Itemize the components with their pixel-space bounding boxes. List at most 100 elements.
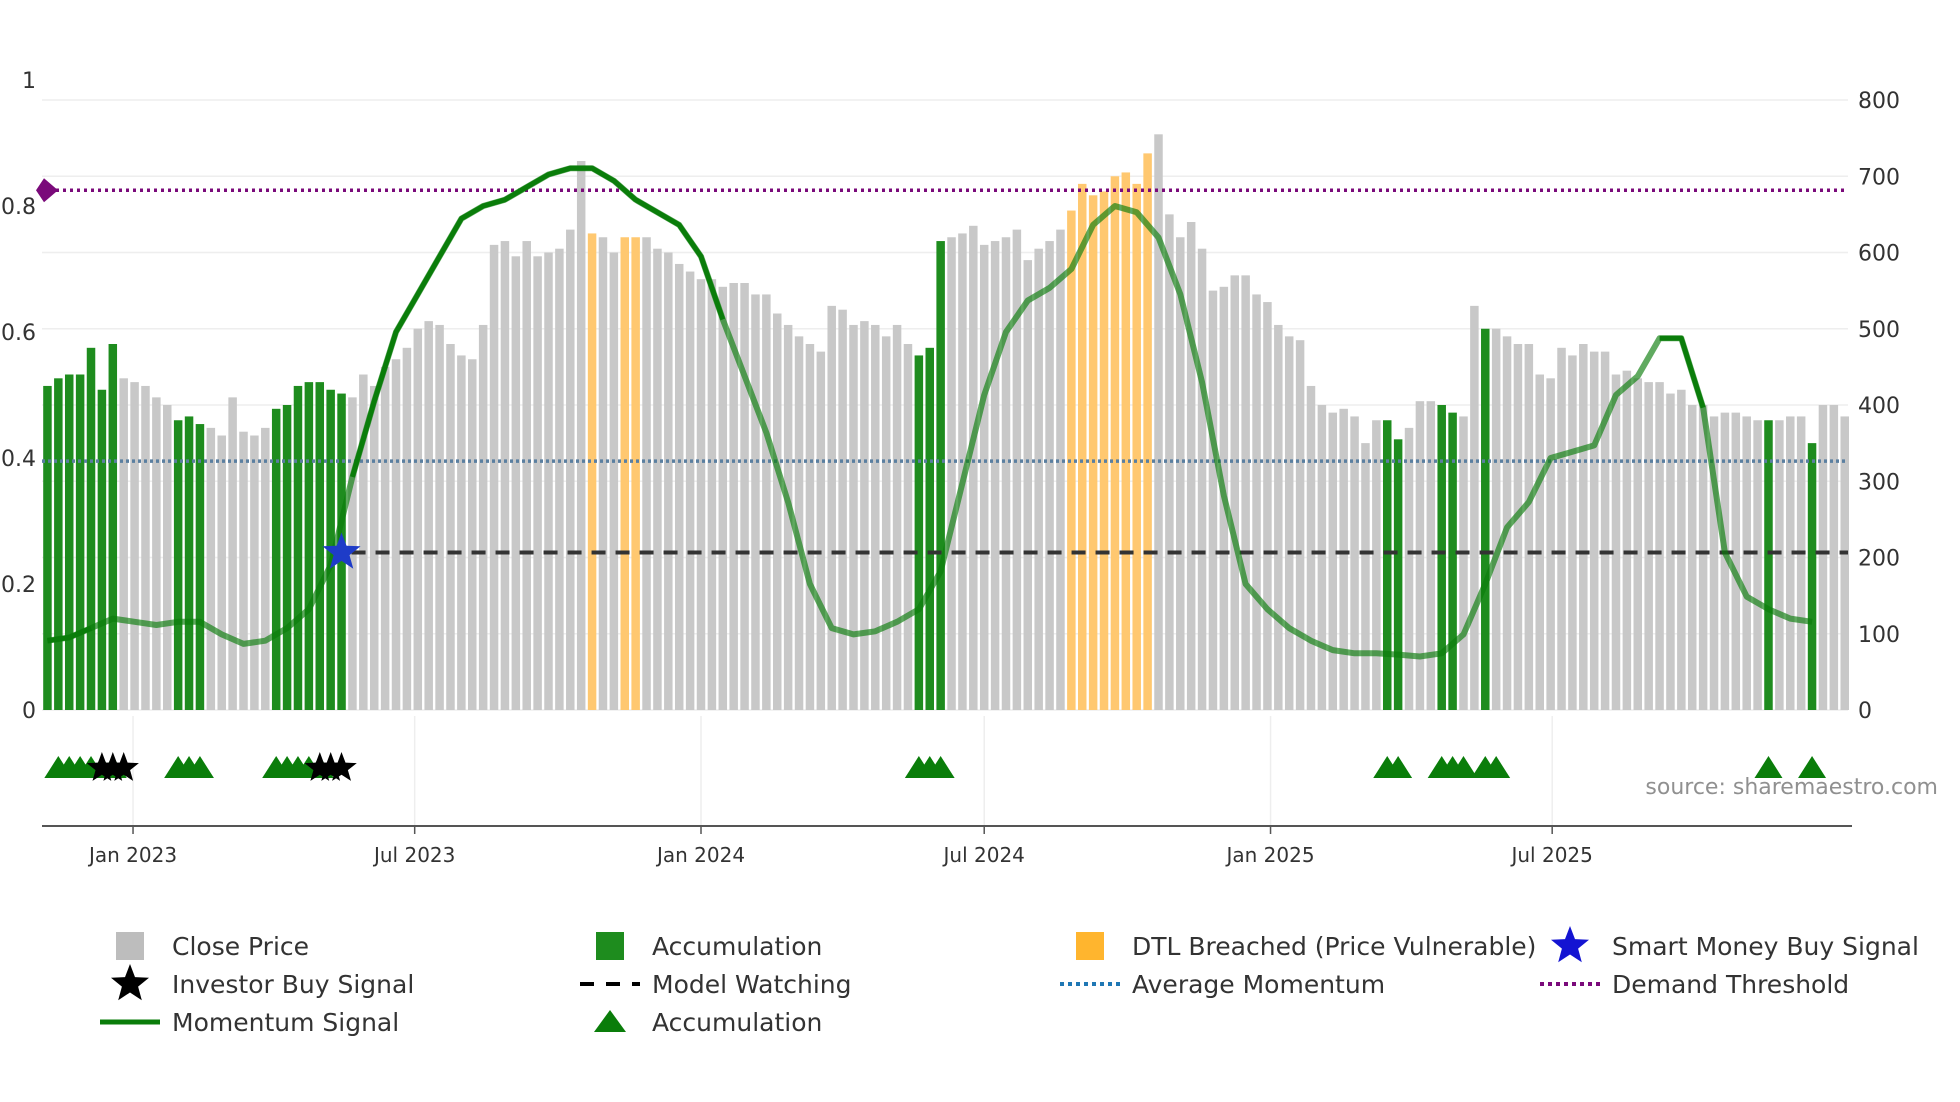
close-price-bar (1012, 229, 1022, 710)
close-price-bar (1001, 237, 1011, 710)
close-price-bar (783, 324, 793, 710)
accumulation-bar (184, 416, 194, 710)
close-price-bar (1524, 344, 1534, 710)
close-price-bar (1698, 405, 1708, 710)
close-price-bar (544, 252, 553, 710)
accumulation-bar (43, 385, 52, 710)
close-price-bar (773, 313, 782, 710)
close-price-bar (522, 241, 531, 710)
close-price-bar (1034, 248, 1043, 710)
accumulation-bar (86, 347, 96, 710)
momentum-line-strong (349, 165, 726, 478)
accumulation-triangle (1798, 756, 1827, 778)
close-price-bar (751, 294, 760, 710)
left-tick-label: 0.2 (1, 573, 36, 598)
close-price-bar (881, 336, 891, 710)
close-price-bar (1350, 416, 1359, 710)
close-price-bar (794, 336, 804, 710)
investor-buy-star (108, 752, 139, 781)
close-price-bar (1023, 260, 1033, 710)
right-tick-label: 200 (1858, 547, 1900, 572)
accumulation-bar (304, 382, 314, 710)
close-price-bar (413, 328, 423, 710)
close-price-bar (424, 321, 433, 710)
close-price-bar (685, 271, 695, 710)
accumulation-triangle (1754, 756, 1783, 778)
close-price-bar (1786, 416, 1795, 710)
legend-square-icon (116, 932, 144, 960)
close-price-bar (478, 324, 488, 710)
accumulation-bar (1382, 420, 1392, 710)
right-tick-label: 400 (1858, 394, 1900, 419)
left-tick-label: 0.8 (1, 195, 36, 220)
accumulation-bar (54, 378, 63, 710)
close-price-bar (1404, 427, 1414, 710)
legend-star-icon (1551, 926, 1589, 963)
dtl-breached-bar (1099, 191, 1109, 710)
close-price-bar (435, 324, 444, 710)
close-price-bar (1600, 351, 1610, 710)
close-price-bar (1459, 416, 1468, 710)
accumulation-bar (1448, 412, 1457, 710)
close-price-bar (1306, 385, 1316, 710)
right-tick-label: 300 (1858, 470, 1900, 495)
close-price-bar (228, 397, 237, 710)
close-price-bar (250, 435, 259, 710)
accumulation-bar (64, 374, 74, 710)
dtl-breached-bar (1143, 153, 1152, 710)
close-price-bar (457, 355, 466, 710)
close-price-bar (1274, 324, 1283, 710)
legend-label: Model Watching (652, 970, 852, 999)
close-price-bar (1426, 401, 1436, 710)
close-price-bar (1328, 412, 1338, 710)
close-price-bar (576, 161, 586, 710)
close-price-bar (1208, 290, 1218, 710)
close-price-bar (1666, 393, 1675, 710)
accumulation-bar (173, 420, 183, 710)
close-price-bar (1535, 374, 1544, 710)
close-price-bar (1579, 344, 1588, 710)
close-price-bar (489, 244, 499, 710)
threshold-diamond (36, 178, 58, 203)
close-price-bar (1720, 412, 1730, 710)
left-tick-label: 0.4 (1, 447, 36, 472)
dtl-breached-bar (620, 237, 630, 710)
dtl-breached-bar (1077, 183, 1087, 710)
accumulation-bar (925, 347, 934, 710)
close-price-bar (359, 374, 368, 710)
close-price-bar (1829, 405, 1839, 710)
close-price-bar (729, 283, 738, 710)
accumulation-bar (108, 344, 118, 710)
close-price-bar (468, 359, 477, 710)
close-price-bar (642, 237, 651, 710)
dtl-breached-bar (1088, 195, 1098, 710)
close-price-bar (696, 279, 706, 710)
close-price-bar (391, 359, 401, 710)
smart-money-buy-star (322, 532, 361, 569)
close-price-bar (1045, 241, 1054, 710)
accumulation-bar (1437, 405, 1446, 710)
close-price-bar (261, 427, 270, 710)
close-price-bar (1165, 214, 1174, 710)
close-price-bar (947, 237, 956, 710)
accumulation-triangle (1449, 756, 1478, 778)
accumulation-bar (936, 241, 945, 710)
level-lines (36, 178, 1848, 555)
dtl-breached-bar (1067, 210, 1076, 710)
close-price-bar (1317, 405, 1327, 710)
x-tick-label: Jan 2024 (655, 843, 745, 867)
close-price-bar (849, 324, 858, 710)
close-price-bar (816, 351, 826, 710)
close-price-bar (1687, 405, 1697, 710)
close-price-bar (500, 241, 510, 710)
accumulation-bar (315, 382, 325, 710)
right-tick-label: 800 (1858, 89, 1900, 114)
close-price-bar (1611, 374, 1621, 710)
right-tick-label: 600 (1858, 242, 1900, 267)
close-price-bar (555, 248, 564, 710)
close-price-bar (1372, 420, 1381, 710)
close-price-bar (969, 225, 978, 710)
close-price-bar (130, 382, 139, 710)
accumulation-triangle (1482, 756, 1511, 778)
